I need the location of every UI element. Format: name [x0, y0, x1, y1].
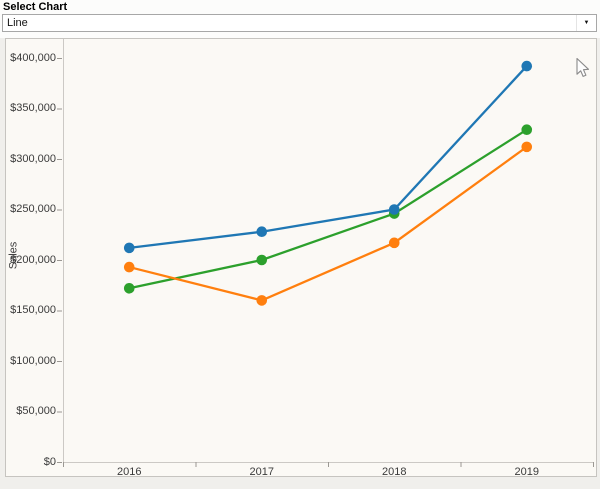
x-tick-label: 2019 [514, 466, 539, 478]
chart-panel: Sales $0 $50,000 $100,000 $150,000 $200,000 $… [5, 38, 597, 478]
data-point-green-2017 [256, 254, 268, 266]
data-point-orange-2018 [388, 237, 400, 249]
data-point-orange-2019 [521, 141, 533, 153]
data-point-green-2019 [521, 124, 533, 136]
select-chart-label: Select Chart [3, 1, 68, 13]
dropdown-arrow-icon[interactable]: ▼ [576, 15, 596, 31]
line-chart-plot [57, 39, 594, 467]
y-tick-label: $250,000 [10, 203, 56, 215]
y-tick-label: $400,000 [10, 51, 56, 64]
dropdown-selected-value: Line [7, 17, 28, 29]
series-line-blue [129, 65, 528, 250]
data-point-orange-2016 [123, 261, 135, 273]
data-point-blue-2016 [123, 242, 135, 254]
y-tick-label: $350,000 [10, 102, 56, 114]
data-point-blue-2017 [256, 226, 268, 238]
y-tick-label: $0 [43, 455, 56, 468]
x-tick-label: 2016 [117, 466, 142, 478]
y-tick-label: $200,000 [10, 253, 56, 266]
y-tick-label: $300,000 [10, 152, 56, 165]
y-tick-label: $50,000 [16, 405, 56, 417]
data-point-green-2016 [123, 282, 135, 294]
y-tick-label: $100,000 [10, 354, 56, 367]
data-point-orange-2017 [256, 295, 268, 306]
data-point-blue-2019 [521, 60, 533, 72]
toolbar: Select Chart Line ▼ [0, 0, 600, 38]
chart-type-dropdown[interactable]: Line ▼ [2, 14, 597, 32]
series-line-orange [128, 145, 528, 302]
x-tick-label: 2017 [249, 466, 274, 478]
x-tick-label: 2018 [382, 466, 407, 478]
mouse-cursor-icon [576, 57, 591, 79]
data-point-blue-2018 [388, 204, 400, 215]
y-tick-label: $150,000 [10, 304, 56, 316]
series-line-green [129, 128, 528, 290]
